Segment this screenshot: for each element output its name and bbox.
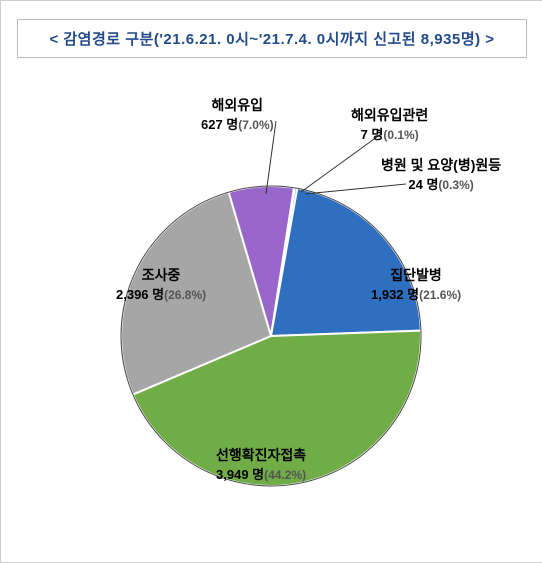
slice-label: 조사중2,396 명(26.8%): [116, 266, 206, 304]
slice-label-name: 집단발병: [371, 266, 461, 286]
chart-container: < 감염경로 구분('21.6.21. 0시~'21.7.4. 0시까지 신고된…: [0, 0, 542, 563]
chart-area: 해외유입627 명(7.0%) 해외유입관련7 명(0.1%) 병원 및 요양(병)…: [1, 66, 542, 556]
slice-label-value: 24 명(0.3%): [381, 176, 501, 194]
slice-label-value: 3,949 명(44.2%): [216, 466, 306, 484]
chart-title: < 감염경로 구분('21.6.21. 0시~'21.7.4. 0시까지 신고된…: [49, 31, 494, 48]
slice-label-name: 조사중: [116, 266, 206, 286]
slice-label-name: 해외유입관련: [351, 106, 428, 126]
slice-label-value: 7 명(0.1%): [351, 126, 428, 144]
title-box: < 감염경로 구분('21.6.21. 0시~'21.7.4. 0시까지 신고된…: [17, 19, 527, 58]
slice-label: 병원 및 요양(병)원등24 명(0.3%): [381, 156, 501, 194]
slice-label-value: 2,396 명(26.8%): [116, 286, 206, 304]
slice-label-value: 1,932 명(21.6%): [371, 286, 461, 304]
slice-label-name: 병원 및 요양(병)원등: [381, 156, 501, 176]
slice-label: 해외유입627 명(7.0%): [201, 96, 274, 134]
slice-label-name: 선행확진자접촉: [216, 446, 306, 466]
slice-label-value: 627 명(7.0%): [201, 116, 274, 134]
slice-label: 선행확진자접촉3,949 명(44.2%): [216, 446, 306, 484]
slice-label-name: 해외유입: [201, 96, 274, 116]
slice-label: 집단발병1,932 명(21.6%): [371, 266, 461, 304]
slice-label: 해외유입관련7 명(0.1%): [351, 106, 428, 144]
pie-slice: [271, 188, 421, 336]
